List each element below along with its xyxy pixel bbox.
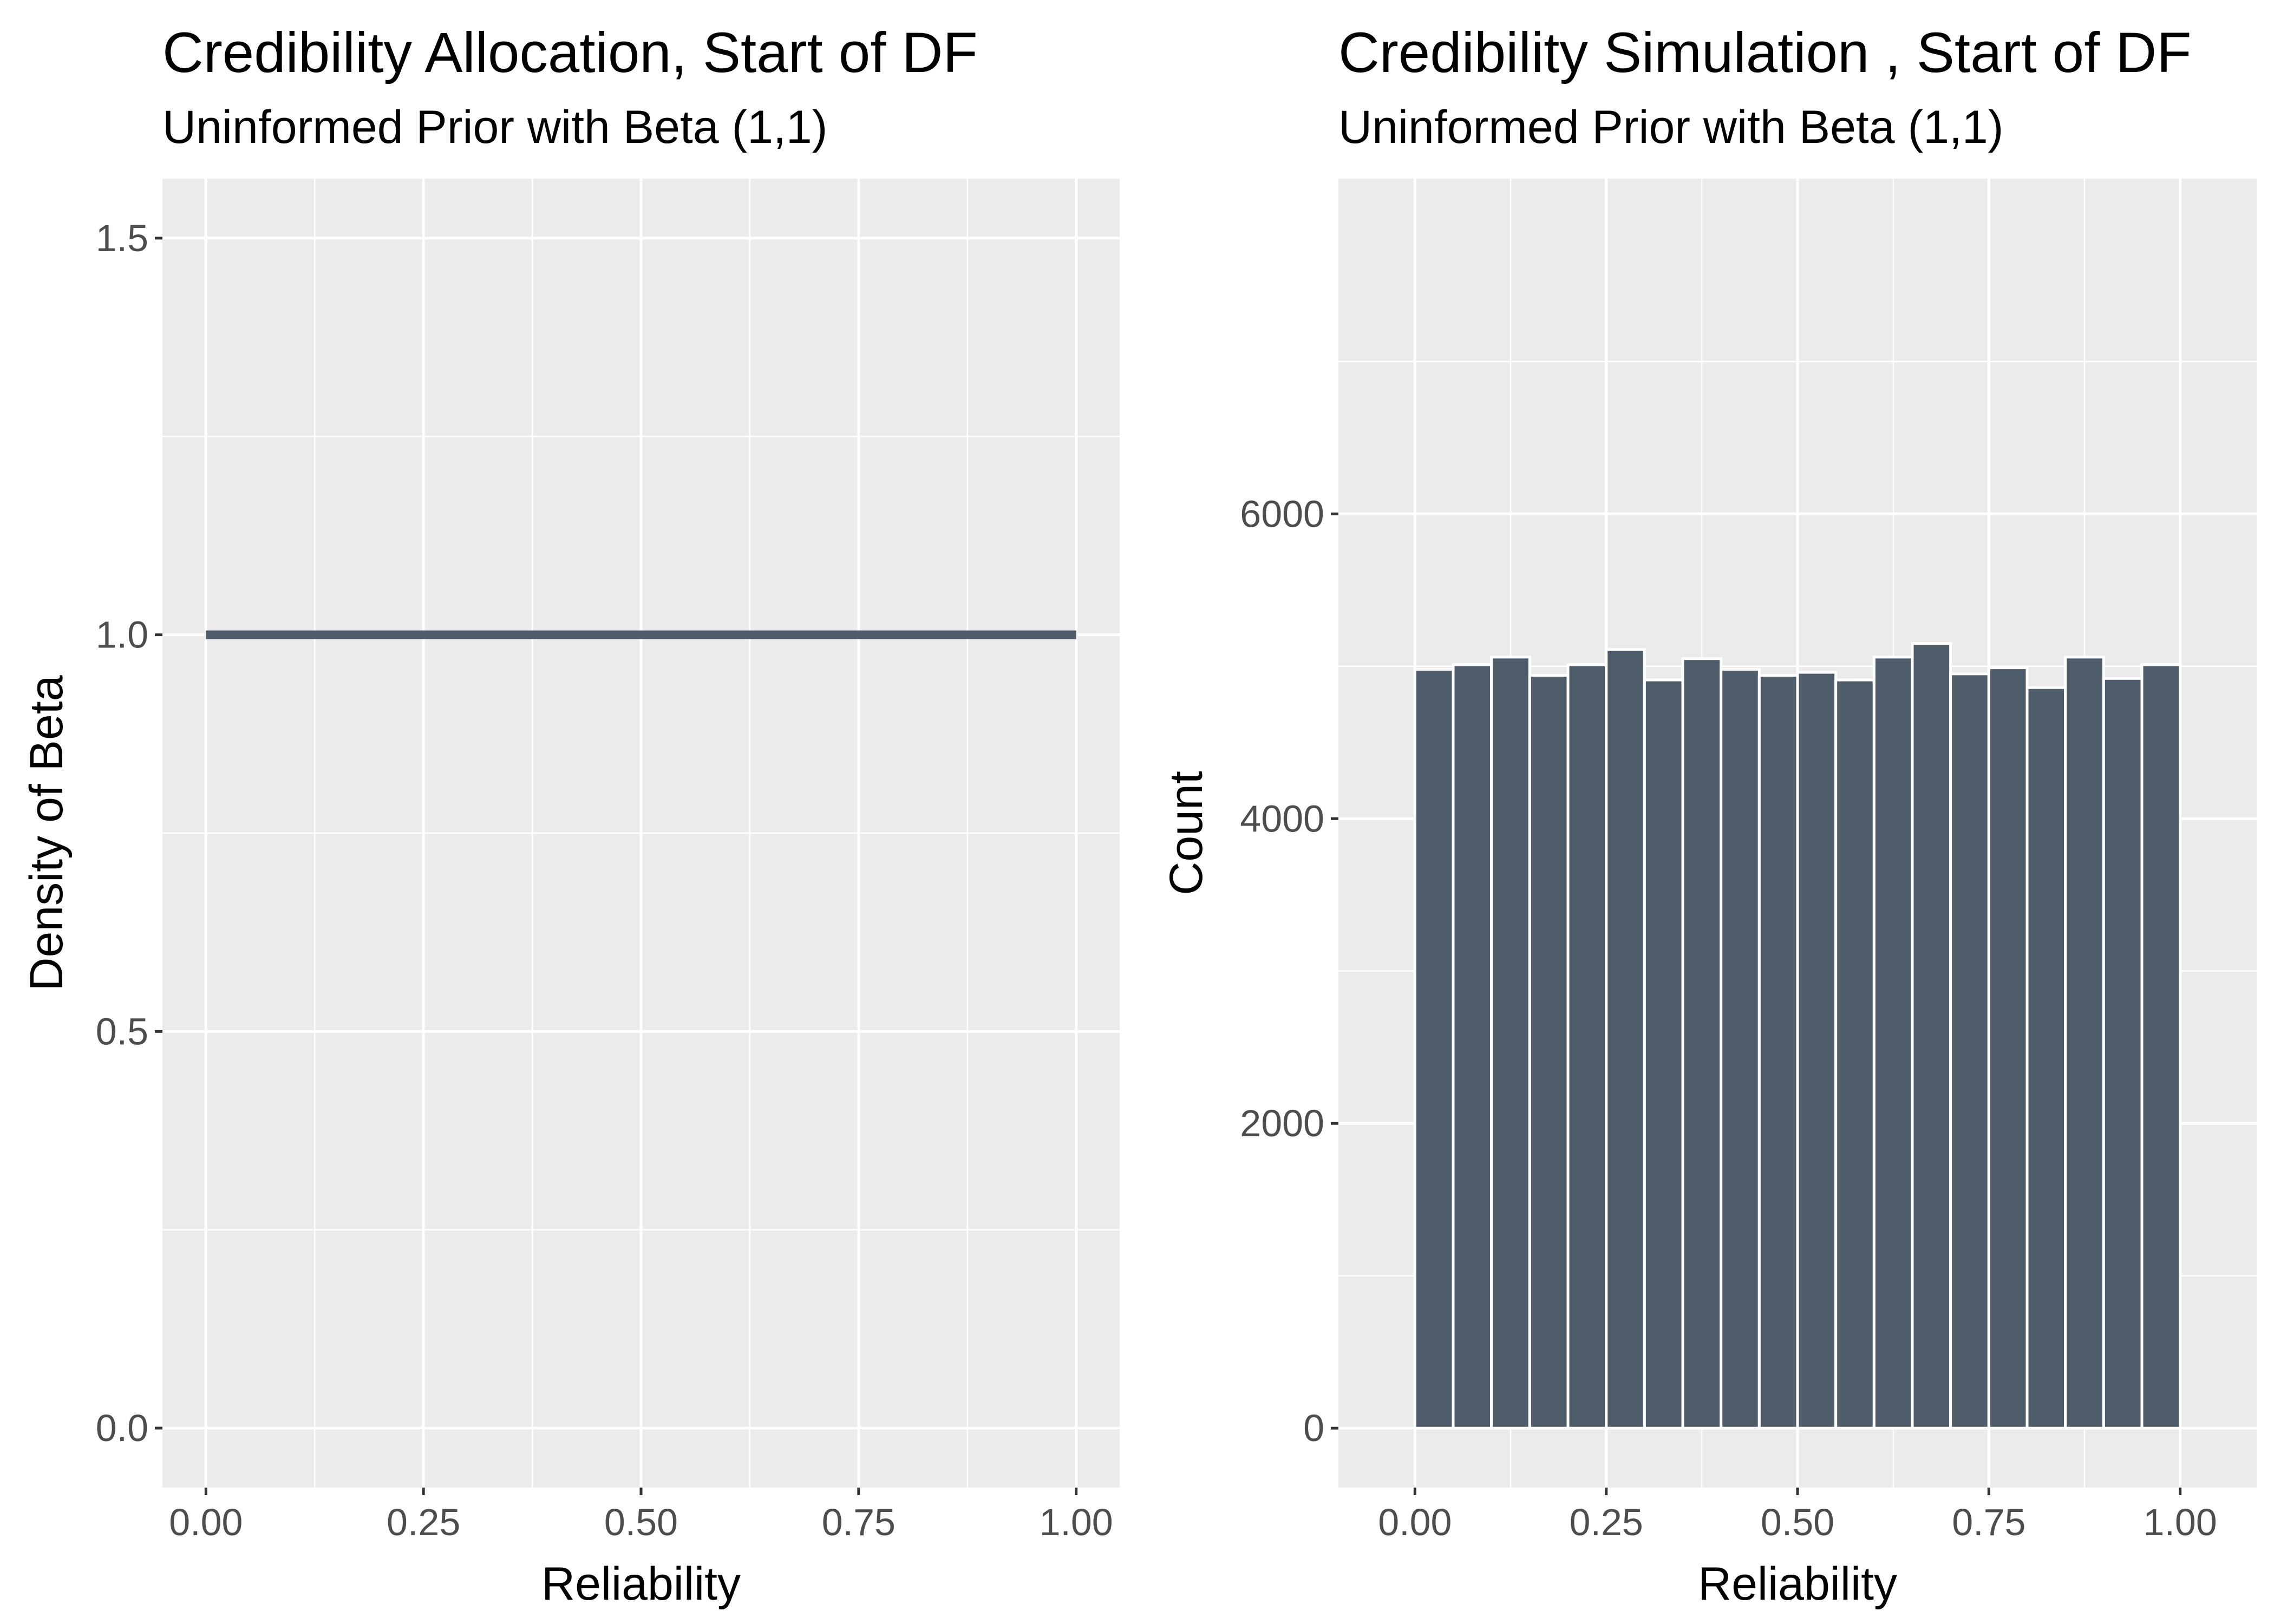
y-tick-label: 0 xyxy=(1303,1407,1324,1449)
histogram-bar xyxy=(2025,686,2067,1430)
histogram-bar xyxy=(1834,678,1876,1430)
x-tick-label: 0.25 xyxy=(387,1501,460,1543)
histogram-bar xyxy=(1605,648,1646,1430)
x-tick-label: 0.50 xyxy=(1761,1501,1834,1543)
histogram-bar xyxy=(1452,663,1493,1430)
x-tick-label: 0.75 xyxy=(822,1501,896,1543)
density-chart: 0.0 0.5 1.0 1.5 0.00 0.25 0.50 0.75 1.00 Reliabil… xyxy=(21,179,1120,1610)
histogram-bar xyxy=(2102,677,2144,1430)
x-axis-label: Reliability xyxy=(541,1558,741,1610)
histogram-bar xyxy=(1757,674,1799,1430)
chart-panel-left: Credibility Allocation, Start of DF Unin… xyxy=(21,21,1120,1610)
x-tick-label: 0.00 xyxy=(1378,1501,1452,1543)
x-tick-label: 0.00 xyxy=(169,1501,243,1543)
histogram-bar xyxy=(1413,667,1455,1430)
histogram-bar xyxy=(2064,656,2105,1430)
y-tick-label: 0.0 xyxy=(96,1407,148,1449)
histogram-bar xyxy=(1949,672,1990,1430)
histogram-bar xyxy=(1566,663,1608,1430)
x-tick-label: 0.50 xyxy=(604,1501,678,1543)
x-axis-label: Reliability xyxy=(1698,1558,1897,1610)
y-tick-label: 1.0 xyxy=(96,614,148,656)
histogram-bar xyxy=(1528,674,1570,1430)
histogram-bar xyxy=(1796,671,1838,1430)
histogram-bar xyxy=(1987,666,2029,1430)
histogram-bar xyxy=(1490,656,1531,1430)
y-tick-label: 2000 xyxy=(1240,1102,1324,1144)
y-tick-label: 6000 xyxy=(1240,493,1324,535)
chart-subtitle: Uninformed Prior with Beta (1,1) xyxy=(1338,101,2004,153)
x-tick-label: 1.00 xyxy=(2144,1501,2217,1543)
chart-title: Credibility Simulation , Start of DF xyxy=(1338,21,2192,84)
y-axis-label: Count xyxy=(1160,771,1212,895)
histogram-chart: 0 2000 4000 6000 0.00 0.25 0.50 0.75 1.00 Reliabi… xyxy=(1160,179,2257,1610)
histogram-bar xyxy=(1911,642,1952,1430)
y-tick-label: 1.5 xyxy=(96,217,148,259)
y-axis-label: Density of Beta xyxy=(21,675,73,991)
chart-subtitle: Uninformed Prior with Beta (1,1) xyxy=(162,101,828,153)
histogram-bar xyxy=(1720,667,1761,1430)
histogram-bar xyxy=(1681,657,1723,1430)
y-tick-label: 0.5 xyxy=(96,1010,148,1052)
chart-title: Credibility Allocation, Start of DF xyxy=(162,21,978,84)
histogram-bar xyxy=(2140,663,2182,1430)
x-tick-label: 1.00 xyxy=(1040,1501,1113,1543)
histogram-bar xyxy=(1643,678,1684,1430)
x-tick-label: 0.25 xyxy=(1570,1501,1643,1543)
x-tick-label: 0.75 xyxy=(1952,1501,2025,1543)
histogram-bar xyxy=(1872,656,1914,1430)
chart-panel-right: Credibility Simulation , Start of DF Uni… xyxy=(1137,0,2274,1624)
y-tick-label: 4000 xyxy=(1240,797,1324,840)
